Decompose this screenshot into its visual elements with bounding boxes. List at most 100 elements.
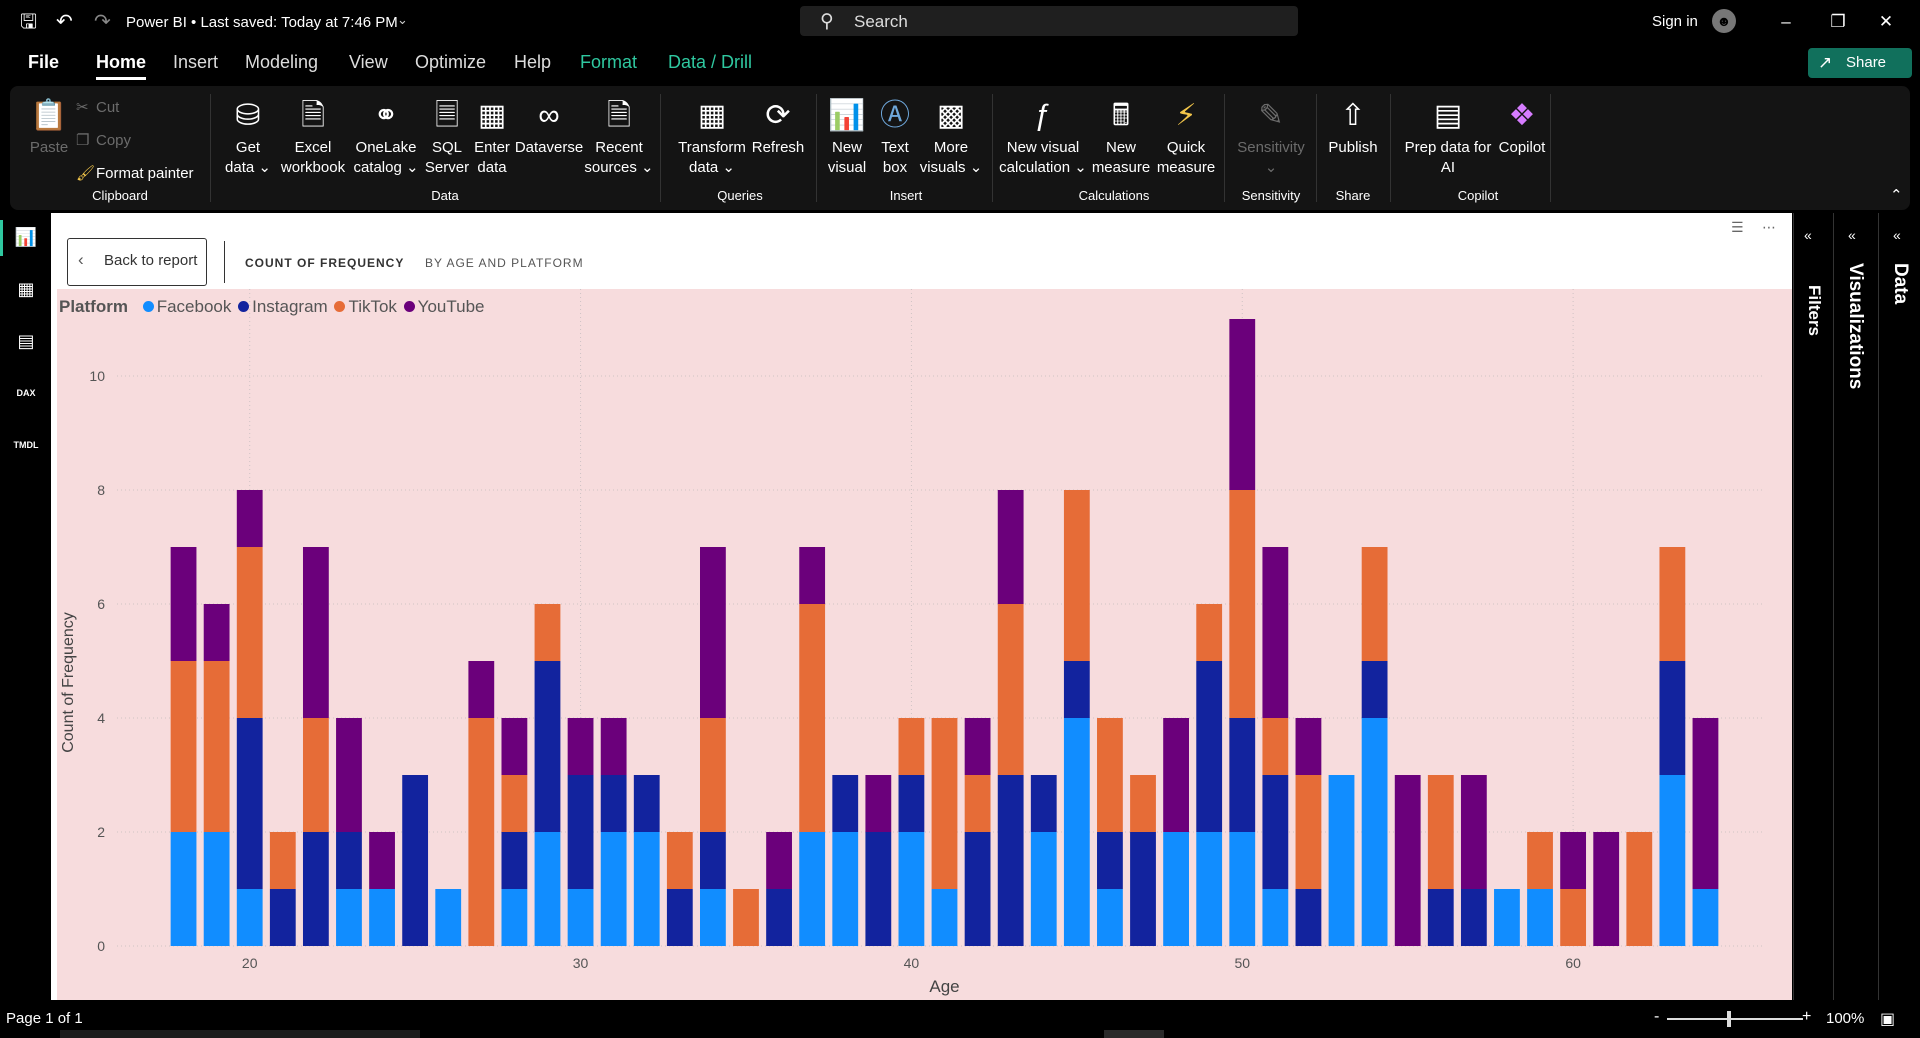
tab-home[interactable]: Home — [96, 52, 147, 80]
paste-button[interactable]: 📋 Paste — [24, 96, 74, 158]
tab-help[interactable]: Help — [514, 52, 552, 72]
bar-segment — [302, 718, 329, 832]
filters-pane-label[interactable]: Filters — [1805, 285, 1824, 337]
copy-button[interactable]: ❐ Copy — [76, 132, 132, 149]
minimize-icon[interactable]: – — [1781, 12, 1791, 31]
filter-icon[interactable]: ☰ — [1731, 219, 1744, 235]
prep-data-ai-button[interactable]: ▤ Prep data for AI — [1396, 96, 1500, 178]
model-view-icon[interactable]: ▤ — [17, 331, 35, 351]
bar-segment — [799, 547, 826, 604]
visual-title: COUNT OF FREQUENCY — [245, 256, 405, 270]
tab-modeling[interactable]: Modeling — [245, 52, 319, 72]
back-to-report-button[interactable]: ‹ Back to report — [67, 238, 207, 286]
collapse-ribbon-icon[interactable]: ⌃ — [1890, 187, 1903, 204]
window-title[interactable]: Power BI • Last saved: Today at 7:46 PM — [126, 14, 398, 31]
bar-segment — [1229, 832, 1256, 946]
transform-icon: ▦ — [697, 99, 727, 132]
visualizations-pane[interactable]: « Visualizations — [1833, 213, 1878, 1000]
refresh-button[interactable]: ⟳ Refresh — [748, 96, 808, 158]
y-tick-label: 10 — [89, 368, 105, 384]
enter-data-button[interactable]: ▦ Enter data — [470, 96, 514, 178]
onelake-catalog-button[interactable]: ⚭ OneLake catalog ⌄ — [348, 96, 424, 178]
report-view-icon[interactable]: 📊 — [14, 227, 38, 247]
sensitivity-button[interactable]: ✎ Sensitivity ⌄ — [1232, 96, 1310, 178]
search-input[interactable]: Search — [854, 12, 908, 31]
back-to-report-label: Back to report — [104, 252, 198, 269]
filters-pane[interactable]: « Filters — [1793, 213, 1833, 1000]
bar-segment — [567, 775, 594, 889]
tab-file[interactable]: File — [28, 52, 60, 72]
legend-item-tiktok[interactable]: TikTok — [334, 297, 397, 316]
text-box-button[interactable]: Ⓐ Text box — [872, 96, 918, 178]
stacked-bar-chart: 0 2 4 6 8 10 20 30 40 50 60 Age Count of Frequency — [60, 289, 1762, 996]
data-pane-label[interactable]: Data — [1890, 263, 1911, 305]
scissors-icon: ✂ — [76, 99, 89, 116]
table-view-icon[interactable]: ▦ — [17, 279, 35, 299]
group-separator — [992, 94, 993, 202]
publish-button[interactable]: ⇧ Publish — [1322, 96, 1384, 158]
cut-button[interactable]: ✂ Cut — [76, 99, 120, 116]
restore-icon[interactable]: ❐ — [1830, 12, 1846, 31]
legend-item-youtube[interactable]: YouTube — [403, 297, 484, 316]
bar-segment — [1593, 832, 1620, 946]
recent-sources-button[interactable]: 🗎 Recent sources ⌄ — [584, 96, 654, 178]
save-icon[interactable]: 🖫 — [20, 11, 38, 33]
bar-segment — [832, 832, 859, 946]
chevron-down-icon[interactable]: ⌄ — [397, 12, 408, 27]
visualizations-pane-label[interactable]: Visualizations — [1845, 263, 1866, 390]
sign-in-link[interactable]: Sign in — [1652, 13, 1698, 30]
chevron-left-icon[interactable]: « — [1893, 227, 1901, 243]
x-tick-label: 50 — [1234, 955, 1250, 971]
excel-workbook-button[interactable]: 🗎 Excel workbook — [278, 96, 348, 178]
get-data-button[interactable]: ⛁ Get data ⌄ — [218, 96, 278, 178]
copilot-button[interactable]: ❖ Copilot — [1486, 96, 1558, 158]
bar-segment — [203, 832, 230, 946]
user-icon[interactable]: ☻ — [1712, 9, 1736, 33]
zoom-level: 100% — [1826, 1010, 1865, 1027]
bar-segment — [534, 604, 561, 661]
new-visual-button[interactable]: 📊 New visual — [822, 96, 872, 178]
more-options-icon[interactable]: ⋯ — [1762, 219, 1776, 235]
new-visual-calculation-button[interactable]: ƒ New visual calculation ⌄ — [998, 96, 1088, 178]
bar-segment — [1130, 775, 1156, 832]
bar-segment — [468, 661, 495, 718]
tab-view[interactable]: View — [349, 52, 388, 72]
zoom-in-button[interactable]: + — [1802, 1008, 1812, 1025]
new-measure-button[interactable]: 🖩 New measure — [1088, 96, 1154, 178]
tab-insert[interactable]: Insert — [173, 52, 219, 72]
search-box[interactable]: ⚲ Search — [800, 6, 1298, 36]
database-icon: ⛁ — [235, 99, 261, 132]
tab-format[interactable]: Format — [580, 52, 638, 72]
legend-item-facebook[interactable]: Facebook — [142, 297, 231, 316]
zoom-out-button[interactable]: - — [1654, 1008, 1660, 1025]
dax-query-view-icon[interactable]: DAX — [16, 388, 36, 398]
dataverse-button[interactable]: ∞ Dataverse — [514, 96, 584, 158]
share-button[interactable]: ↗ Share — [1808, 48, 1912, 78]
more-visuals-button[interactable]: ▩ More visuals ⌄ — [918, 96, 984, 178]
redo-icon[interactable]: ↷ — [94, 11, 111, 33]
bar-segment — [336, 832, 362, 889]
zoom-slider[interactable] — [1667, 1018, 1803, 1020]
format-painter-button[interactable]: 🖌Format painter — [76, 165, 194, 182]
data-pane[interactable]: « Data — [1878, 213, 1920, 1000]
tab-data-drill[interactable]: Data / Drill — [668, 52, 753, 72]
legend-item-instagram[interactable]: Instagram — [238, 297, 328, 316]
undo-icon[interactable]: ↶ — [56, 11, 73, 33]
group-label-queries: Queries — [717, 188, 763, 203]
chevron-left-icon[interactable]: « — [1848, 227, 1856, 243]
sql-server-button[interactable]: 🗏 SQL Server — [422, 96, 472, 178]
text-box-icon: Ⓐ — [880, 99, 910, 132]
close-icon[interactable]: ✕ — [1878, 12, 1894, 31]
quick-measure-button[interactable]: ⚡ Quick measure — [1154, 96, 1218, 178]
chevron-left-icon[interactable]: « — [1804, 227, 1812, 243]
transform-data-button[interactable]: ▦ Transform data ⌄ — [670, 96, 754, 178]
fit-to-page-icon[interactable]: ▣ — [1880, 1011, 1896, 1028]
y-tick-label: 4 — [97, 710, 105, 726]
zoom-slider-thumb[interactable] — [1727, 1011, 1731, 1027]
tmdl-view-icon[interactable]: TMDL — [13, 440, 39, 450]
tab-optimize[interactable]: Optimize — [415, 52, 487, 72]
bar-segment — [633, 775, 660, 832]
bar-segment — [170, 661, 197, 832]
function-icon: ƒ — [1034, 99, 1052, 132]
share-label: Share — [1846, 54, 1887, 71]
